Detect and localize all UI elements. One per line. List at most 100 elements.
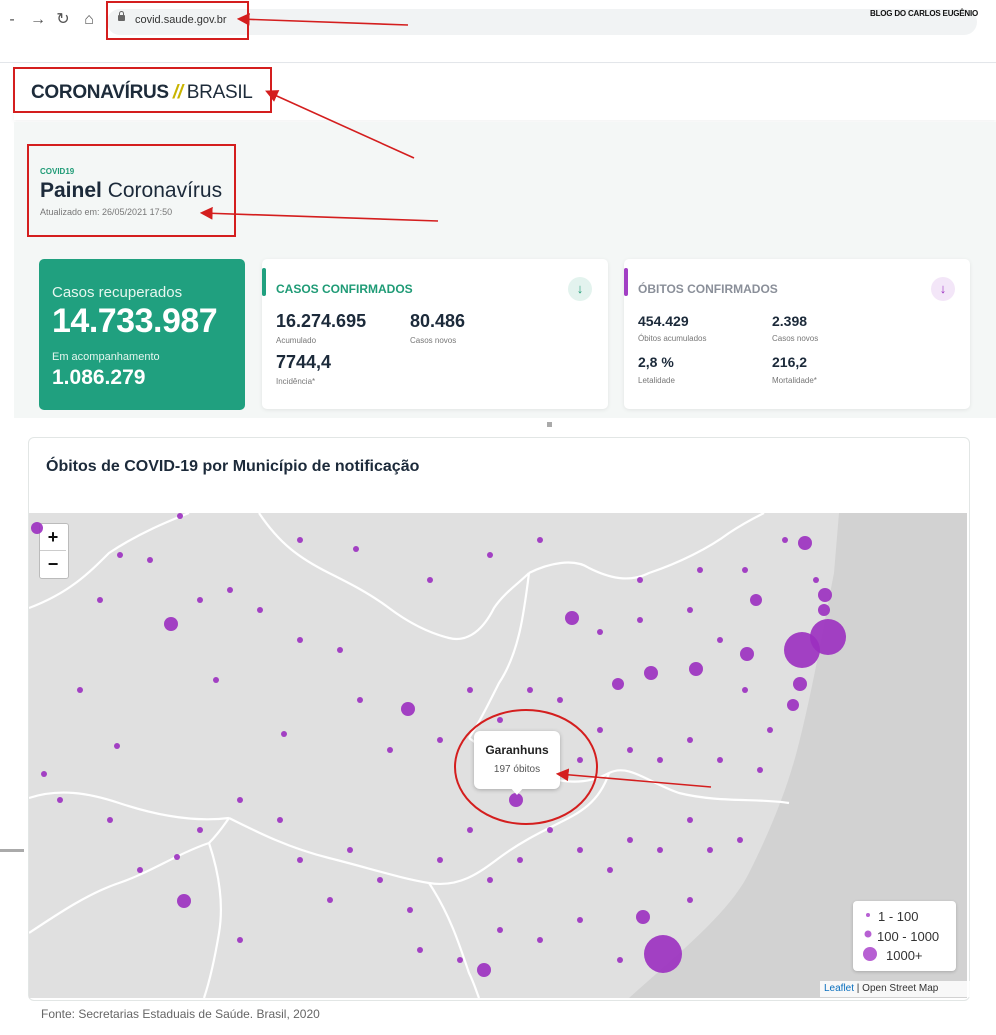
map-marker[interactable] <box>174 854 180 860</box>
map-marker[interactable] <box>757 767 763 773</box>
map-marker[interactable] <box>782 537 788 543</box>
map-marker[interactable] <box>377 877 383 883</box>
map-marker[interactable] <box>750 594 762 606</box>
map-marker[interactable] <box>401 702 415 716</box>
map-marker[interactable] <box>77 687 83 693</box>
reload-icon[interactable]: ↻ <box>56 11 70 28</box>
map-marker[interactable] <box>627 747 633 753</box>
map-marker[interactable] <box>427 577 433 583</box>
map-marker[interactable] <box>557 697 563 703</box>
map-marker[interactable] <box>467 687 473 693</box>
map-marker[interactable] <box>114 743 120 749</box>
map-marker[interactable] <box>197 827 203 833</box>
map-marker[interactable] <box>137 867 143 873</box>
map-marker[interactable] <box>197 597 203 603</box>
map-marker[interactable] <box>687 607 693 613</box>
map-marker[interactable] <box>257 607 263 613</box>
map-marker[interactable] <box>517 857 523 863</box>
map-marker[interactable] <box>787 699 799 711</box>
map-marker[interactable] <box>767 727 773 733</box>
map-marker[interactable] <box>793 677 807 691</box>
map-marker[interactable] <box>437 857 443 863</box>
map-marker[interactable] <box>627 837 633 843</box>
map-marker[interactable] <box>577 917 583 923</box>
map-marker[interactable] <box>327 897 333 903</box>
leaflet-link[interactable]: Leaflet <box>824 983 855 994</box>
address-bar[interactable] <box>107 9 977 35</box>
cases-expand-icon[interactable]: ↓ <box>568 277 592 301</box>
map-marker[interactable] <box>117 552 123 558</box>
map-marker[interactable] <box>717 637 723 643</box>
deaths-expand-icon[interactable]: ↓ <box>931 277 955 301</box>
map-marker[interactable] <box>497 927 503 933</box>
map-marker[interactable] <box>477 963 491 977</box>
map-marker[interactable] <box>636 910 650 924</box>
map-marker[interactable] <box>527 687 533 693</box>
map-marker[interactable] <box>281 731 287 737</box>
map-marker[interactable] <box>637 617 643 623</box>
map-marker[interactable] <box>457 957 463 963</box>
map-marker[interactable] <box>577 757 583 763</box>
map-marker[interactable] <box>57 797 63 803</box>
map-marker[interactable] <box>637 577 643 583</box>
map-marker[interactable] <box>347 847 353 853</box>
map-marker[interactable] <box>407 907 413 913</box>
map-marker[interactable] <box>487 877 493 883</box>
map-marker[interactable] <box>177 513 183 519</box>
map-marker[interactable] <box>417 947 423 953</box>
map-marker[interactable] <box>813 577 819 583</box>
map-marker[interactable] <box>509 793 523 807</box>
map-marker[interactable] <box>597 629 603 635</box>
map-marker[interactable] <box>737 837 743 843</box>
map-marker[interactable] <box>497 717 503 723</box>
map-marker[interactable] <box>810 619 846 655</box>
map-marker[interactable] <box>537 537 543 543</box>
map-marker[interactable] <box>742 687 748 693</box>
map-marker[interactable] <box>617 957 623 963</box>
map-marker[interactable] <box>467 827 473 833</box>
map-marker[interactable] <box>537 937 543 943</box>
map-marker[interactable] <box>297 857 303 863</box>
brand-logo[interactable]: CORONAVÍRUS//BRASIL <box>31 82 253 104</box>
map-marker[interactable] <box>237 937 243 943</box>
home-icon[interactable]: ⌂ <box>84 11 94 28</box>
map-marker[interactable] <box>237 797 243 803</box>
map-marker[interactable] <box>337 647 343 653</box>
map-marker[interactable] <box>297 637 303 643</box>
map-marker[interactable] <box>657 847 663 853</box>
map-marker[interactable] <box>707 847 713 853</box>
map-marker[interactable] <box>697 567 703 573</box>
map-marker[interactable] <box>547 827 553 833</box>
map-marker[interactable] <box>818 604 830 616</box>
map-marker[interactable] <box>227 587 233 593</box>
map-marker[interactable] <box>387 747 393 753</box>
map-marker[interactable] <box>31 522 43 534</box>
map-marker[interactable] <box>818 588 832 602</box>
zoom-in-button[interactable]: + <box>40 524 66 550</box>
map-marker[interactable] <box>437 737 443 743</box>
map-marker[interactable] <box>41 771 47 777</box>
map-marker[interactable] <box>213 677 219 683</box>
map-marker[interactable] <box>798 536 812 550</box>
map-marker[interactable] <box>357 697 363 703</box>
map-marker[interactable] <box>717 757 723 763</box>
map-marker[interactable] <box>177 894 191 908</box>
map-marker[interactable] <box>607 867 613 873</box>
map-marker[interactable] <box>147 557 153 563</box>
map-marker[interactable] <box>657 757 663 763</box>
map-marker[interactable] <box>597 727 603 733</box>
map-marker[interactable] <box>487 552 493 558</box>
map-marker[interactable] <box>742 567 748 573</box>
map-marker[interactable] <box>687 737 693 743</box>
map-marker[interactable] <box>277 817 283 823</box>
map-marker[interactable] <box>644 935 682 973</box>
map-marker[interactable] <box>689 662 703 676</box>
map-marker[interactable] <box>97 597 103 603</box>
map-marker[interactable] <box>565 611 579 625</box>
url-text[interactable]: covid.saude.gov.br <box>135 14 227 26</box>
map-marker[interactable] <box>687 897 693 903</box>
map-marker[interactable] <box>297 537 303 543</box>
map-marker[interactable] <box>164 617 178 631</box>
map-marker[interactable] <box>644 666 658 680</box>
back-arrow-icon[interactable]: - <box>9 11 15 28</box>
